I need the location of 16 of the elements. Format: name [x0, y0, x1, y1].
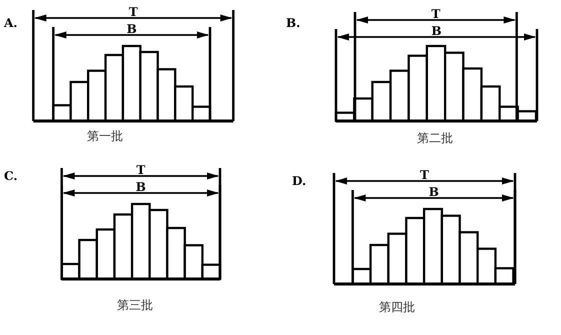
- text: T: [420, 168, 430, 182]
- x-axis-title: 第四批: [379, 300, 415, 314]
- text: T: [431, 7, 440, 21]
- chart-title: A.: [3, 16, 18, 30]
- text: B: [136, 180, 146, 194]
- x-axis-title: 第二批: [417, 131, 453, 145]
- chart-title: C.: [4, 169, 18, 183]
- text: T: [128, 5, 138, 19]
- x-axis-title: 第一批: [87, 129, 123, 143]
- text: B: [428, 185, 439, 199]
- text: B: [126, 22, 137, 36]
- chart-title: B.: [286, 16, 300, 30]
- chart-title: D.: [292, 174, 306, 188]
- text: T: [136, 163, 146, 177]
- text: B: [431, 24, 442, 38]
- x-axis-title: 第三批: [117, 298, 153, 312]
